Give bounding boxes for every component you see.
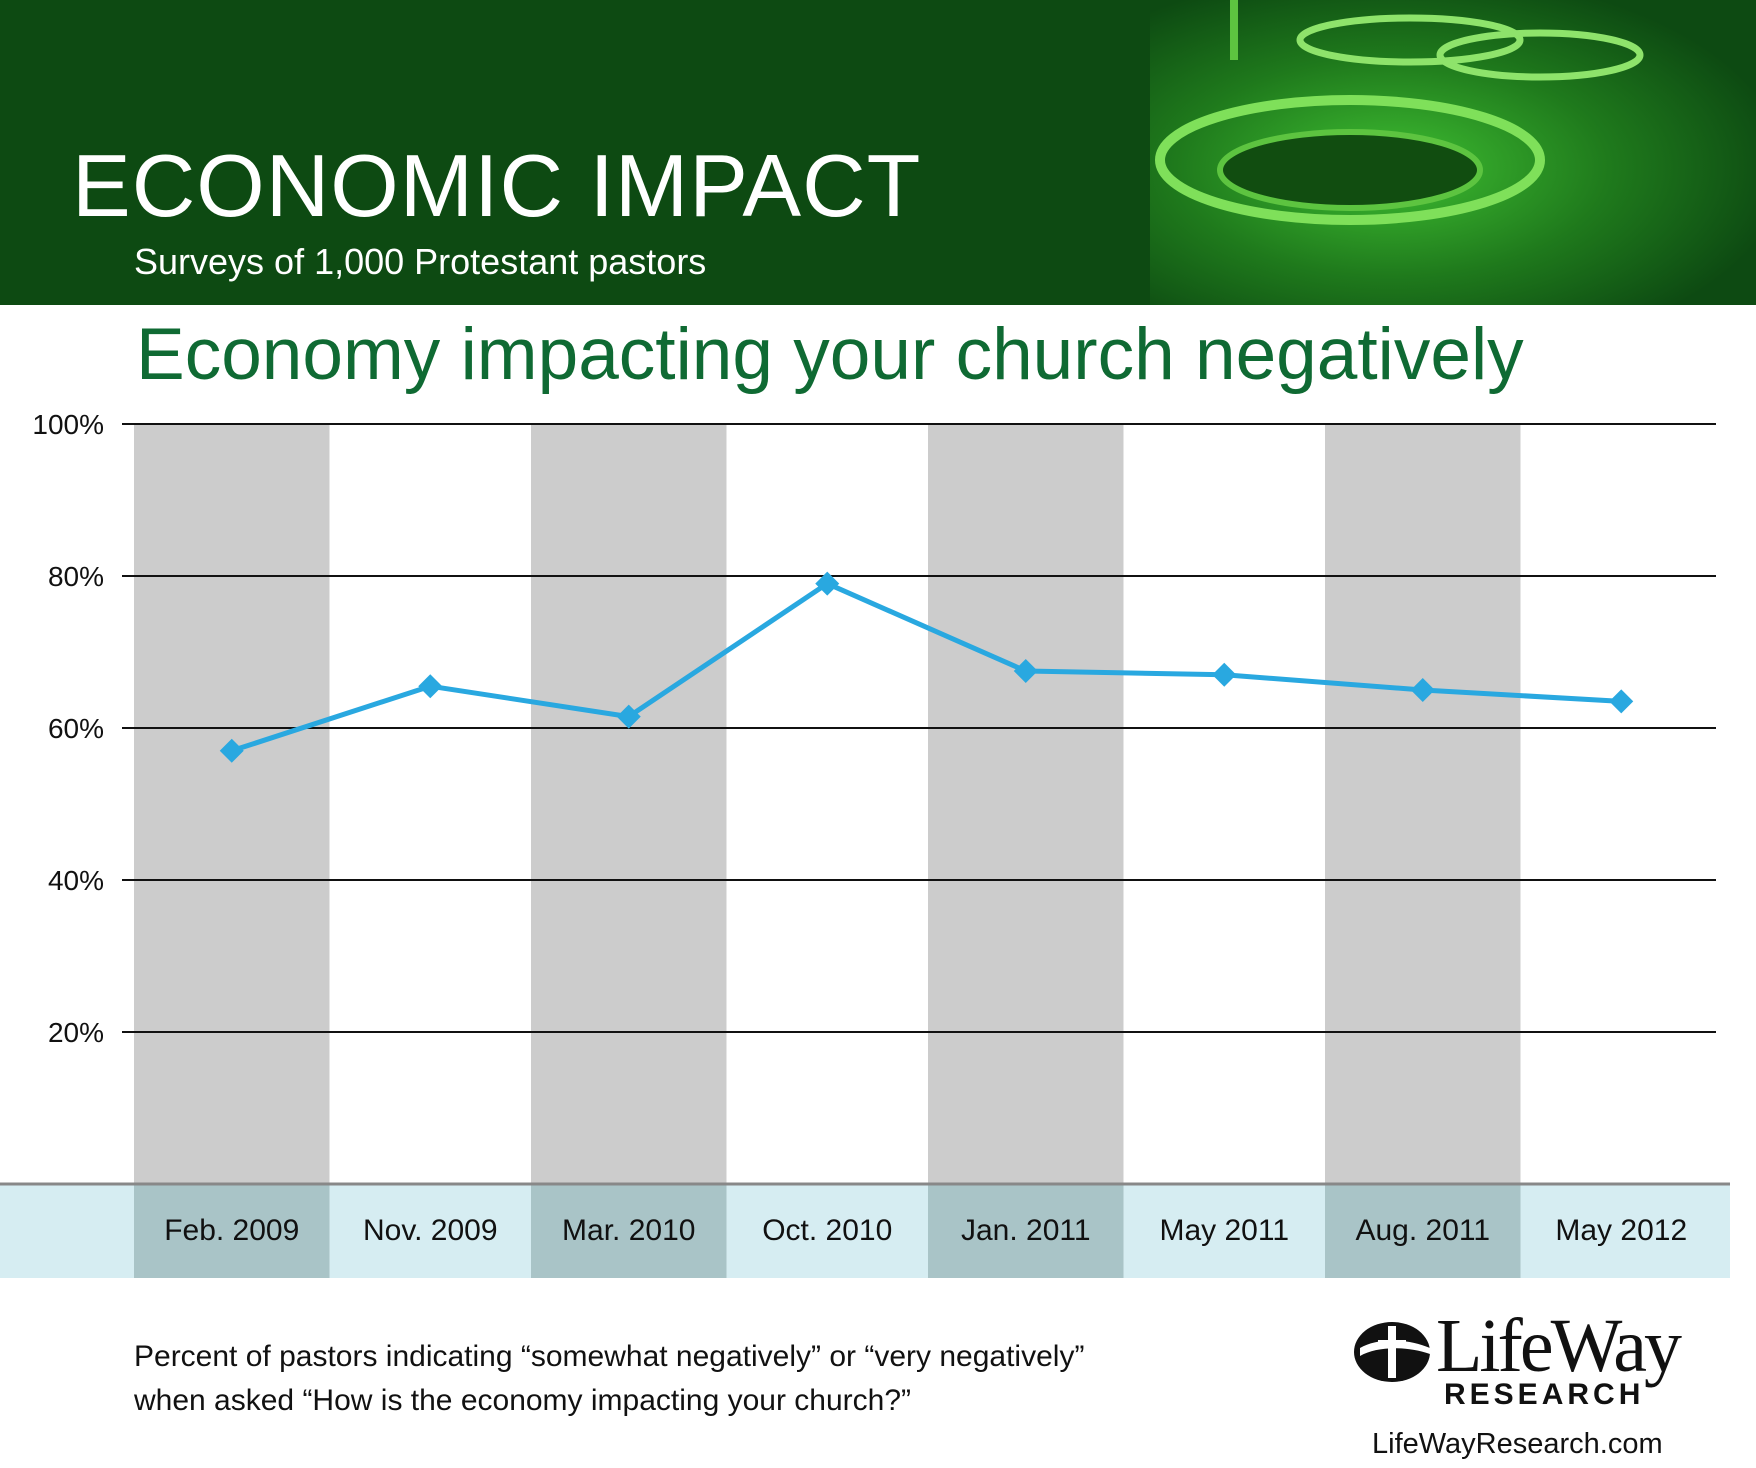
header-subtitle: Surveys of 1,000 Protestant pastors: [134, 241, 707, 282]
header-title: ECONOMIC IMPACT: [72, 136, 922, 235]
series-markers: [219, 571, 1634, 763]
column-band: [1325, 424, 1521, 1184]
data-point-marker: [418, 674, 443, 699]
x-tick-label: Nov. 2009: [363, 1214, 498, 1247]
x-axis-band-cell: [531, 1184, 727, 1278]
x-axis-ticks: Feb. 2009 Nov. 2009 Mar. 2010 Oct. 2010 Jan.…: [164, 1214, 1687, 1247]
chart-title: Economy impacting your church negatively: [136, 314, 1524, 395]
y-tick-label: 80%: [48, 561, 104, 592]
column-band: [134, 424, 330, 1184]
lifeway-logo-mark-icon: [1354, 1322, 1430, 1382]
data-point-marker: [1212, 662, 1237, 687]
x-axis-band-cell: [928, 1184, 1124, 1278]
logo-subtitle: RESEARCH: [1444, 1378, 1645, 1411]
data-point-marker: [616, 704, 641, 729]
x-tick-label: Feb. 2009: [164, 1214, 299, 1247]
y-tick-label: 20%: [48, 1017, 104, 1048]
y-tick-label: 100%: [32, 409, 104, 440]
x-tick-label: May 2011: [1159, 1214, 1289, 1247]
header-banner: ECONOMIC IMPACT Surveys of 1,000 Protest…: [0, 0, 1756, 305]
x-tick-label: Oct. 2010: [762, 1214, 892, 1247]
column-band: [531, 424, 727, 1184]
lifeway-logo: LifeWay RESEARCH: [1352, 1304, 1682, 1411]
data-point-marker: [219, 738, 244, 763]
website-url[interactable]: LifeWayResearch.com: [1372, 1428, 1663, 1460]
series-line: [230, 581, 1622, 754]
data-point-marker: [1410, 678, 1435, 702]
column-bands: [134, 424, 1521, 1184]
series-line-group: [230, 581, 1622, 754]
footnote-line-2: when asked “How is the economy impacting…: [134, 1384, 912, 1417]
x-tick-label: Aug. 2011: [1355, 1214, 1490, 1247]
x-axis-band-cell: [1325, 1184, 1521, 1278]
offering-plates-photo: [1150, 0, 1756, 305]
x-axis-band-cell: [134, 1184, 330, 1278]
y-axis-ticks: 20% 40% 60% 80% 100%: [32, 409, 104, 1048]
data-point-marker: [815, 571, 840, 596]
y-tick-label: 60%: [48, 713, 104, 744]
x-tick-label: May 2012: [1555, 1214, 1687, 1247]
footnote-line-1: Percent of pastors indicating “somewhat …: [134, 1340, 1085, 1373]
footnote: Percent of pastors indicating “somewhat …: [134, 1335, 1334, 1423]
x-tick-label: Mar. 2010: [562, 1214, 695, 1247]
x-axis-band: [0, 1184, 1730, 1278]
y-tick-label: 40%: [48, 865, 104, 896]
gridlines: [0, 423, 1730, 1186]
line-chart: 20% 40% 60% 80% 100% Feb. 2009 Nov. 2009 Mar. …: [0, 409, 1730, 1278]
column-band: [928, 424, 1124, 1184]
logo-wordmark: LifeWay: [1436, 1304, 1682, 1388]
x-tick-label: Jan. 2011: [961, 1214, 1091, 1247]
data-point-marker: [1013, 659, 1038, 683]
data-point-marker: [1609, 689, 1634, 714]
